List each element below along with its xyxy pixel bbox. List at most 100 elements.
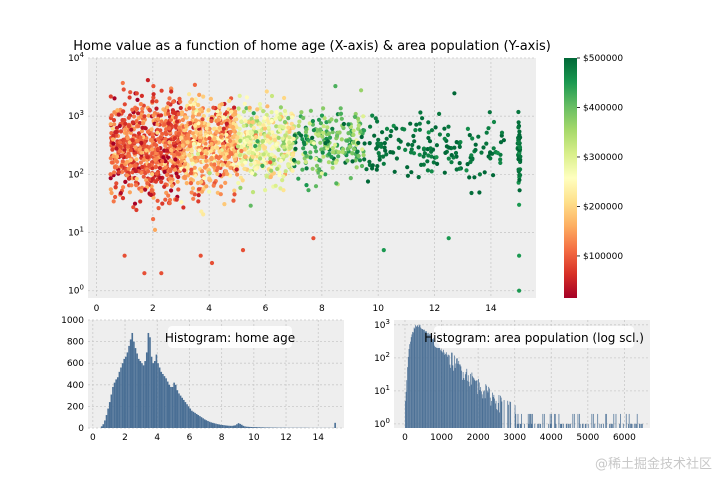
scatter-point [189, 158, 194, 163]
scatter-point [290, 115, 295, 120]
histogram-area-population-x-tick-label: 3000 [503, 433, 526, 443]
histogram-home-age-bar [108, 402, 111, 428]
scatter-point [182, 128, 187, 133]
histogram-home-age-bar [192, 411, 195, 428]
scatter-point [379, 144, 384, 149]
scatter-point [236, 180, 241, 186]
histogram-area-population-bar [568, 423, 570, 428]
histogram-home-age-bar [218, 424, 221, 428]
histogram-area-population-bar [570, 423, 571, 428]
histogram-home-age-bar [121, 363, 124, 428]
scatter-point [134, 106, 140, 111]
scatter-x-tick-label: 2 [150, 304, 156, 314]
histogram-area-population-bar [599, 423, 601, 428]
scatter-point [261, 152, 266, 157]
histogram-area-population-bar [416, 326, 418, 428]
scatter-point [228, 165, 233, 170]
histogram-area-population-bar [582, 423, 584, 428]
scatter-point [308, 108, 313, 113]
scatter-point [281, 154, 286, 159]
histogram-home-age-bar [144, 361, 146, 428]
histogram-area-population-bar [562, 423, 564, 428]
histogram-area-population-bar [458, 360, 460, 428]
histogram-area-population-bar [611, 423, 613, 428]
histogram-home-age-bar [216, 424, 219, 428]
scatter-point [165, 105, 170, 110]
scatter-point [188, 99, 193, 105]
scatter-point [152, 227, 158, 232]
histogram-area-population-bar [558, 413, 560, 428]
histogram-home-age-bar [207, 420, 209, 428]
scatter-point [124, 131, 129, 136]
histogram-area-population-y-tick-label: 103 [374, 318, 390, 331]
scatter-point [173, 123, 178, 128]
scatter-point [151, 84, 156, 89]
scatter-point [127, 190, 132, 195]
histogram-area-population-bar [611, 423, 612, 428]
histogram-home-age-bar [163, 376, 166, 428]
scatter-point [218, 134, 224, 139]
scatter-point [163, 197, 168, 202]
colorbar-tick-label: $500000 [583, 54, 623, 64]
scatter-point [127, 154, 132, 159]
histogram-area-population-bar [467, 375, 469, 428]
scatter-point [238, 185, 243, 190]
histogram-area-population-bar [468, 381, 470, 428]
scatter-point [338, 106, 343, 111]
scatter-point [208, 96, 213, 101]
scatter-point [155, 122, 160, 127]
scatter-point [113, 194, 118, 200]
scatter-point [469, 190, 474, 196]
histogram-area-population-bar [429, 334, 430, 428]
scatter-point [271, 171, 276, 176]
scatter-point [212, 136, 217, 142]
histogram-area-population-bar [641, 423, 642, 428]
scatter-point [163, 108, 168, 113]
scatter-point [518, 154, 523, 159]
scatter-point [118, 191, 123, 196]
scatter-point [143, 187, 148, 192]
scatter-point [108, 172, 113, 177]
scatter-point [250, 151, 255, 156]
histogram-area-population-bar [579, 413, 580, 428]
scatter-point [348, 176, 353, 181]
scatter-point [274, 124, 279, 129]
scatter-point [182, 174, 187, 179]
scatter-y-tick-label: 103 [68, 109, 84, 122]
scatter-point [113, 185, 118, 190]
histogram-area-population-bar [585, 423, 587, 428]
colorbar-tick-label: $400000 [583, 103, 623, 113]
scatter-point [164, 132, 169, 137]
histogram-area-population-bar [515, 413, 517, 428]
scatter-point [225, 171, 230, 177]
histogram-area-population-bar [613, 413, 615, 428]
scatter-point [196, 187, 201, 192]
scatter-point [167, 201, 172, 206]
histogram-area-population-bar [500, 395, 501, 428]
scatter-point [373, 116, 378, 121]
scatter-point [359, 134, 364, 140]
scatter-point [219, 184, 224, 189]
scatter-point [231, 112, 236, 118]
scatter-point [161, 155, 166, 160]
scatter-point [139, 140, 144, 146]
scatter-point [251, 125, 256, 130]
scatter-x-tick-label: 4 [206, 304, 212, 314]
histogram-area-population-bar [434, 339, 436, 428]
scatter-point [339, 137, 344, 142]
scatter-point [144, 148, 149, 153]
scatter-point [145, 129, 151, 134]
scatter-point [231, 139, 237, 144]
histogram-area-population-bar [486, 385, 487, 428]
histogram-home-age-bar [197, 415, 200, 428]
scatter-point [176, 187, 181, 192]
scatter-point [280, 136, 285, 141]
scatter-point [516, 140, 521, 145]
scatter-point [139, 129, 145, 134]
histogram-area-population-bar [565, 423, 567, 428]
scatter-point [176, 112, 181, 117]
scatter-point [225, 163, 230, 168]
scatter-point [141, 174, 146, 179]
scatter-point [202, 176, 207, 181]
histogram-home-age-bar [252, 427, 254, 428]
